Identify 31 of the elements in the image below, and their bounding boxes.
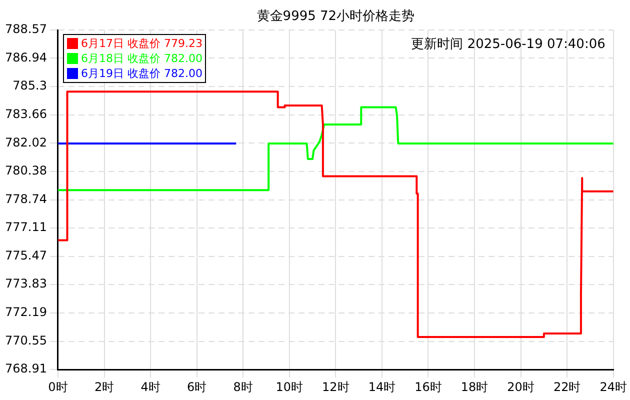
y-tick-label: 785.3: [12, 78, 47, 93]
x-tick-label: 18时: [460, 380, 488, 394]
x-tick-label: 16时: [414, 380, 442, 394]
x-tick-label: 0时: [48, 380, 68, 394]
legend-label: 6月19日 收盘价 782.00: [80, 66, 202, 81]
y-tick-label: 783.66: [4, 106, 47, 121]
y-tick-label: 772.19: [4, 305, 47, 320]
legend-label: 6月17日 收盘价 779.23: [80, 36, 202, 51]
x-tick-label: 20时: [507, 380, 534, 394]
y-tick-label: 788.57: [4, 22, 47, 36]
y-tick-label: 782.02: [4, 135, 47, 150]
x-tick-label: 12时: [322, 380, 350, 394]
y-tick-label: 775.47: [4, 248, 47, 262]
x-tick-label: 22时: [553, 380, 581, 394]
legend-label: 6月18日 收盘价 782.00: [80, 51, 202, 66]
chart-title: 黄金9995 72小时价格走势: [256, 8, 415, 24]
y-tick-label: 773.83: [4, 276, 47, 291]
x-tick-label: 24时: [600, 380, 628, 394]
annotation: 更新时间 2025-06-19 07:40:06: [411, 36, 606, 52]
x-tick-label: 8时: [233, 380, 253, 394]
x-tick-label: 4时: [140, 380, 160, 394]
x-tick-label: 6时: [187, 380, 207, 394]
x-tick-label: 10时: [276, 380, 304, 394]
y-tick-label: 780.38: [4, 164, 47, 178]
x-tick-label: 2时: [94, 380, 114, 394]
y-tick-label: 770.55: [4, 333, 47, 348]
y-tick-label: 768.91: [4, 362, 47, 376]
y-tick-label: 778.74: [4, 192, 47, 206]
y-tick-label: 786.94: [4, 50, 47, 64]
x-tick-label: 14时: [368, 380, 396, 394]
y-tick-label: 777.11: [4, 220, 47, 234]
